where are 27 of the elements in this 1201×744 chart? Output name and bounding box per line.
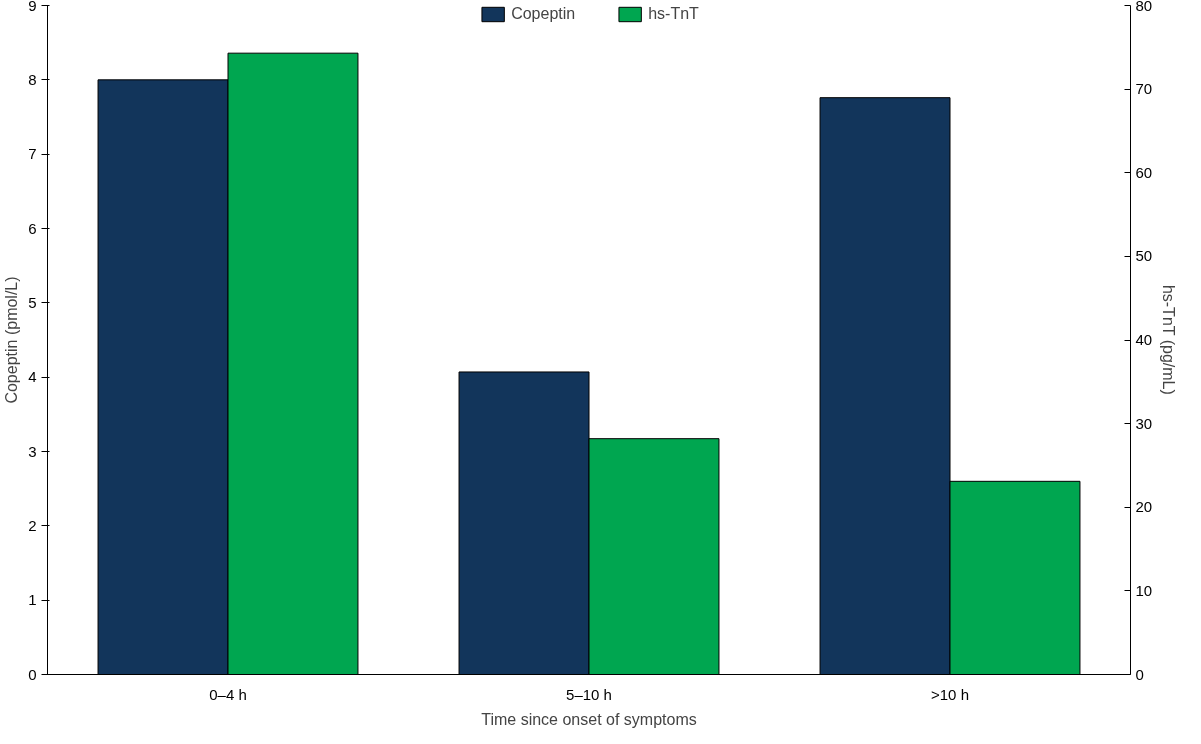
y-tick-label: 4 <box>28 368 37 386</box>
y2-tick-label: 30 <box>1135 414 1153 432</box>
x-axis-title: Time since onset of symptoms <box>481 710 697 728</box>
y2-tick-label: 20 <box>1135 498 1153 516</box>
y-tick-label: 5 <box>28 293 37 311</box>
y2-tick-label: 50 <box>1135 247 1153 265</box>
y-tick-label: 0 <box>28 665 37 683</box>
x-tick-label: 0–4 h <box>209 685 247 703</box>
y-axis-title: Copeptin (pmol/L) <box>3 276 21 404</box>
y-tick-label: 1 <box>28 591 37 609</box>
y2-tick-label: 0 <box>1135 665 1144 683</box>
y-tick-label: 6 <box>28 219 37 237</box>
y-tick-label: 2 <box>28 516 37 534</box>
y-tick-label: 8 <box>28 70 37 88</box>
y-tick-label: 3 <box>28 442 37 460</box>
y2-tick-label: 80 <box>1135 0 1153 14</box>
y2-tick-label: 60 <box>1135 163 1153 181</box>
y-tick-label: 9 <box>28 0 37 14</box>
y2-tick-label: 70 <box>1135 80 1153 98</box>
y2-tick-label: 10 <box>1135 581 1153 599</box>
legend-label: Copeptin <box>511 5 576 23</box>
legend-label: hs-TnT <box>648 5 699 23</box>
y-tick-label: 7 <box>28 145 37 163</box>
x-tick-label: >10 h <box>931 685 969 703</box>
y2-axis-title: hs-TnT (pg/mL) <box>1160 284 1178 395</box>
x-tick-label: 5–10 h <box>566 685 612 703</box>
y2-tick-label: 40 <box>1135 331 1153 348</box>
